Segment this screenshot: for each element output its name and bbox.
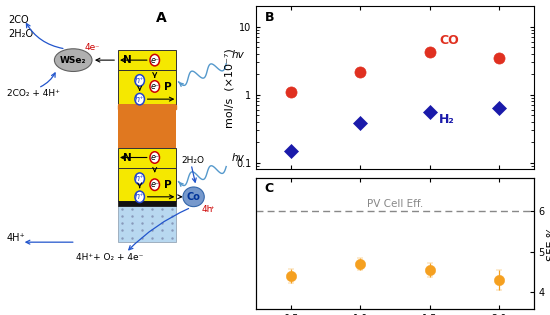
Text: 4h: 4h: [201, 205, 212, 214]
Text: ⁺: ⁺: [209, 205, 213, 214]
Text: hv: hv: [231, 50, 244, 60]
Text: hv: hv: [231, 152, 244, 163]
Text: e⁻: e⁻: [150, 153, 159, 162]
Text: e⁻: e⁻: [150, 180, 159, 189]
Circle shape: [150, 179, 159, 191]
Circle shape: [150, 54, 159, 66]
Circle shape: [135, 93, 145, 105]
Text: h⁺: h⁺: [135, 174, 144, 183]
Text: e⁻: e⁻: [150, 82, 159, 91]
Bar: [118, 168, 176, 201]
Text: Co: Co: [186, 192, 201, 202]
Text: WSe₂: WSe₂: [60, 56, 86, 65]
Text: A: A: [156, 11, 166, 25]
Text: C: C: [265, 182, 274, 195]
Circle shape: [135, 191, 145, 203]
Circle shape: [135, 75, 145, 86]
Text: 2H₂O: 2H₂O: [8, 29, 33, 39]
Text: 4e: 4e: [85, 43, 96, 52]
Text: 2CO₂ + 4H⁺: 2CO₂ + 4H⁺: [7, 89, 59, 99]
Bar: [118, 50, 176, 70]
Bar: [118, 104, 176, 148]
Circle shape: [150, 81, 159, 92]
Text: P: P: [164, 82, 172, 92]
Text: PV Cell Eff.: PV Cell Eff.: [367, 199, 423, 209]
Text: N: N: [123, 153, 131, 163]
Text: N: N: [123, 55, 131, 65]
Bar: [118, 148, 176, 168]
Text: H₂: H₂: [439, 113, 455, 126]
Bar: [118, 105, 176, 109]
Ellipse shape: [54, 49, 92, 72]
Text: CO: CO: [439, 34, 459, 48]
Text: 2H₂O: 2H₂O: [181, 156, 204, 165]
Text: h⁺: h⁺: [135, 192, 144, 201]
Text: e⁻: e⁻: [150, 56, 159, 65]
Circle shape: [135, 173, 145, 184]
Text: ⁻: ⁻: [95, 43, 99, 52]
Text: P: P: [164, 180, 172, 190]
Y-axis label: mol/s  (×10⁻⁷): mol/s (×10⁻⁷): [225, 48, 235, 128]
Text: 4H⁺: 4H⁺: [7, 233, 25, 243]
Y-axis label: SFE %: SFE %: [547, 226, 550, 261]
Bar: [118, 206, 176, 242]
Text: 2CO: 2CO: [8, 15, 29, 26]
Bar: [118, 70, 176, 105]
Bar: [118, 201, 176, 206]
Text: 4H⁺+ O₂ + 4e⁻: 4H⁺+ O₂ + 4e⁻: [76, 253, 143, 262]
Text: h⁺: h⁺: [135, 94, 144, 104]
Ellipse shape: [183, 187, 204, 207]
Text: B: B: [265, 11, 274, 24]
Circle shape: [150, 152, 159, 163]
Text: h⁺: h⁺: [135, 76, 144, 85]
